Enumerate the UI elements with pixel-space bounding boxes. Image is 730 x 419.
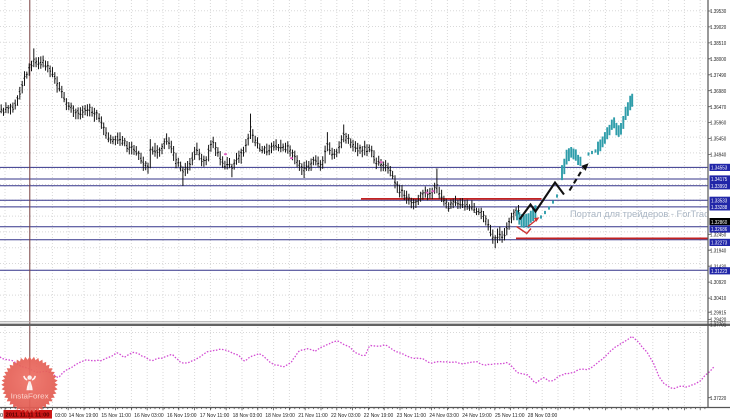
svg-text:1.32450: 1.32450 xyxy=(710,232,726,238)
svg-text:22 Nov 03:00: 22 Nov 03:00 xyxy=(331,413,361,419)
svg-text:1.36470: 1.36470 xyxy=(710,105,726,111)
svg-text:18 Nov 19:00: 18 Nov 19:00 xyxy=(265,413,295,419)
svg-text:28 Nov 03:00: 28 Nov 03:00 xyxy=(528,413,558,419)
svg-text:24 Nov 19:00: 24 Nov 19:00 xyxy=(462,413,492,419)
svg-text:1.38000: 1.38000 xyxy=(710,57,726,63)
svg-text:1.37220: 1.37220 xyxy=(710,396,726,402)
svg-text:Портал для трейдеров - ForTrad: Портал для трейдеров - ForTrader.ru xyxy=(570,209,728,219)
svg-text:1.32273: 1.32273 xyxy=(711,241,727,247)
svg-text:2011.11.11 11:00: 2011.11.11 11:00 xyxy=(6,413,50,419)
svg-text:1.35960: 1.35960 xyxy=(710,121,726,127)
svg-text:16 Nov 03:00: 16 Nov 03:00 xyxy=(134,413,164,419)
svg-text:1.33533: 1.33533 xyxy=(711,199,727,205)
svg-text:18 Nov 03:00: 18 Nov 03:00 xyxy=(233,413,263,419)
svg-text:1.29420: 1.29420 xyxy=(710,318,726,324)
svg-text:1.39020: 1.39020 xyxy=(710,25,726,31)
svg-text:17 Nov 11:00: 17 Nov 11:00 xyxy=(200,413,230,419)
svg-text:1.38510: 1.38510 xyxy=(710,41,726,47)
svg-text:16 Nov 19:00: 16 Nov 19:00 xyxy=(167,413,197,419)
svg-text:1.31223: 1.31223 xyxy=(711,269,727,275)
svg-text:1.29915: 1.29915 xyxy=(710,310,726,316)
svg-text:1.37701: 1.37701 xyxy=(710,323,726,329)
svg-text:1.32686: 1.32686 xyxy=(711,227,727,233)
svg-text:1.36980: 1.36980 xyxy=(710,89,726,95)
svg-text:14 Nov 19:00: 14 Nov 19:00 xyxy=(69,413,99,419)
svg-text:1.39530: 1.39530 xyxy=(710,9,726,15)
svg-text:15 Nov 11:00: 15 Nov 11:00 xyxy=(101,413,131,419)
svg-text:InstaForex: InstaForex xyxy=(11,391,49,400)
svg-text:1.37490: 1.37490 xyxy=(710,73,726,79)
svg-text:1.33288: 1.33288 xyxy=(711,205,727,211)
svg-text:1.34553: 1.34553 xyxy=(711,166,727,172)
svg-text:1.33993: 1.33993 xyxy=(711,184,727,190)
svg-text:1.30410: 1.30410 xyxy=(710,296,726,302)
svg-text:21 Nov 11:00: 21 Nov 11:00 xyxy=(298,413,328,419)
svg-text:25 Nov 11:00: 25 Nov 11:00 xyxy=(495,413,525,419)
svg-text:1.32860: 1.32860 xyxy=(711,220,727,226)
svg-text:0: 0 xyxy=(0,413,3,419)
svg-text:1.34940: 1.34940 xyxy=(710,153,726,159)
svg-text:1.30920: 1.30920 xyxy=(710,280,726,286)
svg-text:22 Nov 19:00: 22 Nov 19:00 xyxy=(364,413,394,419)
svg-text:23 Nov 11:00: 23 Nov 11:00 xyxy=(397,413,427,419)
svg-text:1.31940: 1.31940 xyxy=(710,248,726,254)
svg-text:1.34175: 1.34175 xyxy=(711,177,727,183)
svg-text:03:00: 03:00 xyxy=(55,413,67,419)
svg-text:24 Nov 03:00: 24 Nov 03:00 xyxy=(429,413,459,419)
svg-text:1.35450: 1.35450 xyxy=(710,137,726,143)
